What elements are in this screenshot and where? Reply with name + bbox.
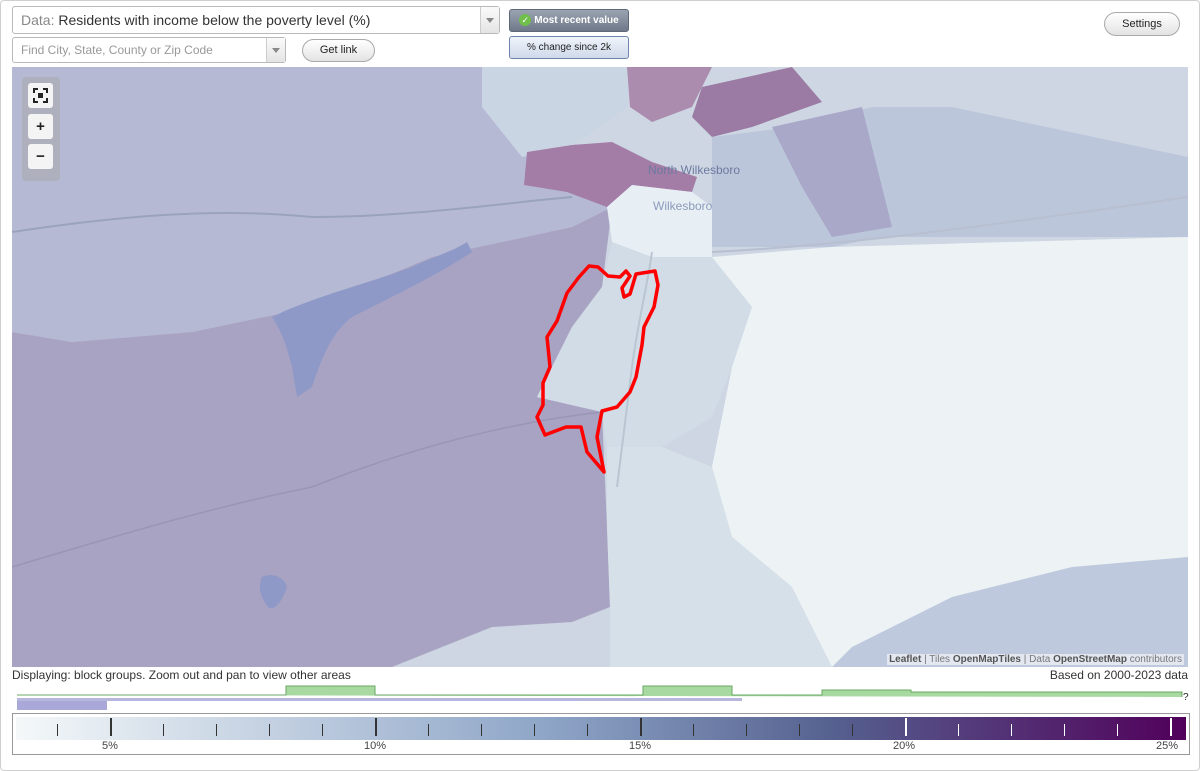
search-placeholder: Find City, State, County or Zip Code [21, 43, 213, 57]
chevron-down-icon[interactable] [266, 38, 285, 62]
region-northeast-purple [772, 107, 892, 237]
based-on-text: Based on 2000-2023 data [1049, 668, 1188, 682]
legend-major-tick [375, 718, 377, 736]
legend-major-tick [1170, 718, 1172, 736]
search-input[interactable]: Find City, State, County or Zip Code [12, 37, 286, 63]
check-icon: ✓ [519, 14, 532, 27]
region-north-wilkesboro [524, 142, 697, 207]
region-wilkesboro [607, 185, 712, 257]
map[interactable]: North Wilkesboro Wilkesboro + − Leaflet … [12, 67, 1188, 667]
legend-minor-tick [322, 724, 323, 736]
openstreetmap-link[interactable]: OpenStreetMap [1053, 654, 1127, 665]
settings-button[interactable]: Settings [1104, 12, 1180, 36]
legend-minor-tick [163, 724, 164, 736]
chevron-down-icon[interactable] [480, 7, 499, 33]
openmaptiles-link[interactable]: OpenMapTiles [952, 654, 1021, 665]
legend-minor-tick [534, 724, 535, 736]
choropleth-layer[interactable] [12, 67, 1188, 667]
most-recent-value-button[interactable]: ✓ Most recent value [509, 9, 629, 32]
legend-minor-tick [57, 724, 58, 736]
legend-label-20: 20% [892, 740, 916, 752]
legend-minor-tick [693, 724, 694, 736]
region-northwest [12, 67, 612, 342]
zoom-controls: + − [22, 77, 60, 181]
contributors-text: contributors [1129, 654, 1182, 665]
histogram-bars [17, 685, 1183, 697]
map-attribution: Leaflet | Tiles OpenMapTiles | Data Open… [887, 654, 1184, 665]
region-southwest [12, 207, 612, 667]
legend-minor-tick [1011, 724, 1012, 736]
road-west [12, 196, 573, 233]
place-label-north-wilkesboro: North Wilkesboro [648, 163, 741, 177]
lake [272, 242, 472, 397]
legend-minor-tick [799, 724, 800, 736]
legend-color-ramp [16, 717, 1186, 740]
data-select-text: Data: Residents with income below the po… [21, 7, 370, 33]
region-south-center [607, 447, 832, 667]
unknown-mark: ? [1183, 692, 1189, 703]
region-southeast [832, 557, 1188, 667]
legend-label-25: 25% [1155, 740, 1179, 752]
region-north-strip-1 [627, 67, 712, 122]
histogram-range-bar [17, 698, 742, 701]
legend-minor-tick [1064, 724, 1065, 736]
legend-minor-tick [746, 724, 747, 736]
road-east [711, 196, 1188, 253]
selected-area-boundary [535, 264, 660, 474]
legend-minor-tick [269, 724, 270, 736]
place-label-wilkesboro: Wilkesboro [653, 199, 713, 213]
histogram-low-bar [17, 701, 107, 710]
zoom-in-button[interactable]: + [28, 114, 53, 139]
data-select[interactable]: Data: Residents with income below the po… [12, 6, 500, 34]
legend [12, 713, 1190, 755]
data-select-label: Data: [21, 12, 55, 28]
distribution-histogram: ? [17, 685, 1189, 710]
percent-change-button[interactable]: % change since 2k [509, 36, 629, 59]
legend-minor-tick [481, 724, 482, 736]
data-prefix: Data [1029, 654, 1051, 665]
displaying-text: Displaying: block groups. Zoom out and p… [12, 668, 351, 682]
most-recent-value-label: Most recent value [534, 15, 619, 26]
legend-major-tick [110, 718, 112, 736]
leaflet-link[interactable]: Leaflet [889, 654, 922, 665]
pond [260, 575, 287, 609]
legend-minor-tick [428, 724, 429, 736]
legend-minor-tick [852, 724, 853, 736]
region-north-center [482, 67, 632, 157]
legend-label-5: 5% [102, 740, 118, 752]
region-east [712, 237, 1188, 667]
legend-label-15: 15% [628, 740, 652, 752]
legend-minor-tick [216, 724, 217, 736]
fullscreen-button[interactable] [28, 83, 53, 108]
legend-minor-tick [958, 724, 959, 736]
region-center [537, 242, 752, 447]
region-north-strip-2 [692, 67, 822, 137]
road-south [12, 411, 603, 568]
zoom-out-button[interactable]: − [28, 144, 53, 169]
legend-major-tick [640, 718, 642, 736]
legend-label-10: 10% [363, 740, 387, 752]
legend-minor-tick [587, 724, 588, 736]
get-link-button[interactable]: Get link [302, 39, 375, 62]
legend-major-tick [905, 718, 907, 736]
fullscreen-icon [33, 88, 48, 103]
road-north-south [616, 251, 653, 488]
tiles-prefix: Tiles [929, 654, 951, 665]
legend-minor-tick [1117, 724, 1118, 736]
data-select-value: Residents with income below the poverty … [58, 12, 371, 28]
